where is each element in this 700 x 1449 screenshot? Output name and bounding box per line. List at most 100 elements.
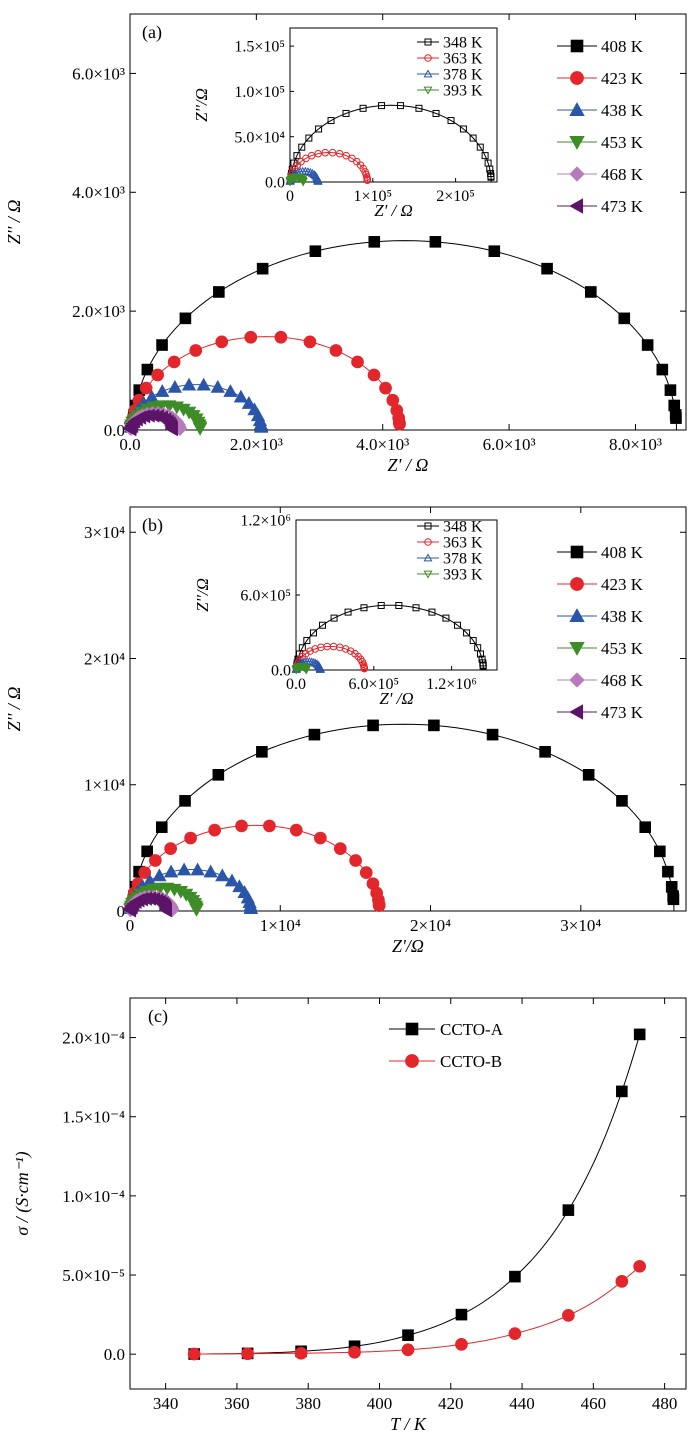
b-point-438k bbox=[243, 901, 258, 914]
a-point-438k bbox=[155, 384, 170, 397]
a-inset-fit-348k bbox=[290, 104, 492, 183]
a-point-408k bbox=[156, 339, 168, 351]
b-point-408k bbox=[155, 821, 168, 833]
b-inset-point-378k bbox=[309, 657, 319, 666]
b-point-473k bbox=[159, 903, 172, 918]
a-point-438k bbox=[241, 396, 257, 409]
a-inset-point-348k bbox=[415, 104, 423, 112]
a-inset-xtick-label: 1×10⁵ bbox=[353, 188, 392, 205]
b-inset-legend-marker bbox=[423, 570, 433, 579]
a-point-423k bbox=[393, 417, 406, 431]
a-inset-point-348k bbox=[327, 117, 335, 125]
b-ylabel: Z'' / Ω bbox=[4, 687, 24, 732]
b-legend: 408 K 423 K 438 K 453 K 468 K 473 K bbox=[557, 543, 644, 722]
b-inset-point-348k bbox=[360, 604, 368, 612]
a-legend-label: 408 K bbox=[601, 37, 644, 56]
b-axes-frame bbox=[129, 506, 687, 912]
b-inset-point-348k bbox=[303, 637, 311, 645]
c-xtick-label: 400 bbox=[367, 1394, 393, 1413]
b-legend-label: 473 K bbox=[601, 703, 644, 722]
b-inset-point-348k bbox=[479, 662, 487, 670]
a-inset-ytick-label: 1.0×10⁵ bbox=[234, 84, 285, 101]
b-inset-point-348k bbox=[469, 637, 477, 645]
a-inset-point-363k bbox=[321, 148, 330, 157]
b-inset-point-348k bbox=[442, 614, 450, 622]
b-point-453k bbox=[189, 903, 204, 917]
a-point-438k bbox=[196, 377, 211, 391]
a-inset-point-348k bbox=[293, 152, 301, 160]
b-inset-point-348k bbox=[377, 601, 385, 609]
a-inset-point-363k bbox=[328, 148, 337, 157]
b-xtick-label: 2×10⁴ bbox=[410, 916, 451, 935]
b-inset-point-363k bbox=[341, 645, 350, 653]
b-inset-ylabel: Z''/Ω bbox=[193, 578, 212, 612]
a-xtick-label: 6.0×10³ bbox=[483, 435, 536, 454]
b-inset-legend-marker bbox=[424, 538, 432, 546]
b-inset-background bbox=[296, 520, 497, 670]
b-xtick-label: 0 bbox=[126, 916, 135, 935]
b-inset-point-363k bbox=[306, 647, 314, 655]
a-point-408k bbox=[213, 286, 225, 298]
c-point-ccto-b bbox=[401, 1343, 415, 1357]
c-ytick-label: 5.0×10⁻⁵ bbox=[62, 1266, 125, 1285]
c-point-ccto-a bbox=[633, 1028, 646, 1041]
b-inset-point-348k bbox=[330, 614, 338, 622]
a-legend-label: 438 K bbox=[601, 101, 644, 120]
a-inset-ytick-label: 0.0 bbox=[265, 175, 285, 192]
c-ytick-label: 2.0×10⁻⁴ bbox=[62, 1029, 125, 1048]
b-point-408k bbox=[662, 865, 674, 878]
b-point-408k bbox=[539, 746, 551, 758]
c-axes-frame bbox=[129, 997, 687, 1390]
a-point-453k bbox=[192, 422, 208, 436]
a-point-408k bbox=[656, 363, 669, 376]
a-inset-group: 0 1×10⁵ 2×10⁵ 0.0 5.0×10⁴ 1.0×10⁵ 1.5×10⁵ 348 K… bbox=[192, 27, 498, 220]
a-point-423k bbox=[151, 368, 165, 382]
c-point-ccto-b bbox=[294, 1346, 308, 1360]
c-point-ccto-b bbox=[562, 1309, 575, 1322]
a-point-408k bbox=[429, 236, 442, 248]
a-point-423k bbox=[167, 355, 181, 369]
b-point-438k bbox=[203, 864, 218, 878]
a-inset-legend-marker bbox=[423, 69, 433, 78]
a-inset-legend-label: 363 K bbox=[443, 51, 483, 68]
a-point-408k bbox=[664, 384, 677, 396]
a-point-438k bbox=[210, 379, 225, 393]
b-point-408k bbox=[256, 746, 268, 758]
a-inset-point-363k bbox=[307, 151, 316, 160]
a-inset-point-378k bbox=[303, 167, 313, 176]
a-point-423k bbox=[274, 330, 288, 344]
b-inset-legend-marker bbox=[423, 553, 433, 562]
b-point-438k bbox=[215, 868, 230, 882]
c-ylabel: σ / (S·cm⁻¹) bbox=[12, 1151, 33, 1235]
a-point-423k bbox=[303, 335, 317, 349]
a-inset-point-363k bbox=[314, 149, 322, 158]
c-legend: CCTO-A CCTO-B bbox=[389, 1020, 504, 1071]
b-legend-marker bbox=[569, 641, 585, 656]
a-inset-ytick-label: 1.5×10⁵ bbox=[234, 39, 285, 56]
c-ytick-label: 1.0×10⁻⁴ bbox=[62, 1187, 125, 1206]
b-inset-point-348k bbox=[454, 621, 462, 629]
a-xtick-label: 8.0×10³ bbox=[609, 435, 662, 454]
a-point-408k bbox=[256, 262, 269, 275]
b-point-438k bbox=[152, 868, 167, 882]
b-point-408k bbox=[428, 719, 440, 732]
b-xtick-label: 3×10⁴ bbox=[560, 916, 601, 935]
b-inset-ytick-label: 6.0×10⁵ bbox=[240, 588, 291, 605]
b-inset-point-363k bbox=[302, 649, 310, 658]
a-inset-point-348k bbox=[476, 143, 484, 151]
b-legend-marker bbox=[569, 672, 585, 688]
a-inset-xlabel: Z' / Ω bbox=[374, 201, 413, 220]
a-ytick-label: 4.0×10³ bbox=[72, 183, 125, 202]
b-inset-legend-label: 393 K bbox=[443, 567, 483, 584]
b-point-423k bbox=[164, 842, 177, 855]
c-panel-label: (c) bbox=[148, 1006, 168, 1027]
b-xtick-label: 1×10⁴ bbox=[260, 916, 301, 935]
a-legend-marker bbox=[570, 39, 584, 53]
b-inset-legend-marker bbox=[424, 522, 432, 530]
c-legend-label: CCTO-B bbox=[440, 1052, 502, 1071]
b-fit-408k bbox=[132, 723, 675, 912]
b-legend-label: 423 K bbox=[601, 575, 644, 594]
b-point-438k bbox=[224, 873, 240, 887]
c-legend-marker bbox=[405, 1054, 419, 1068]
